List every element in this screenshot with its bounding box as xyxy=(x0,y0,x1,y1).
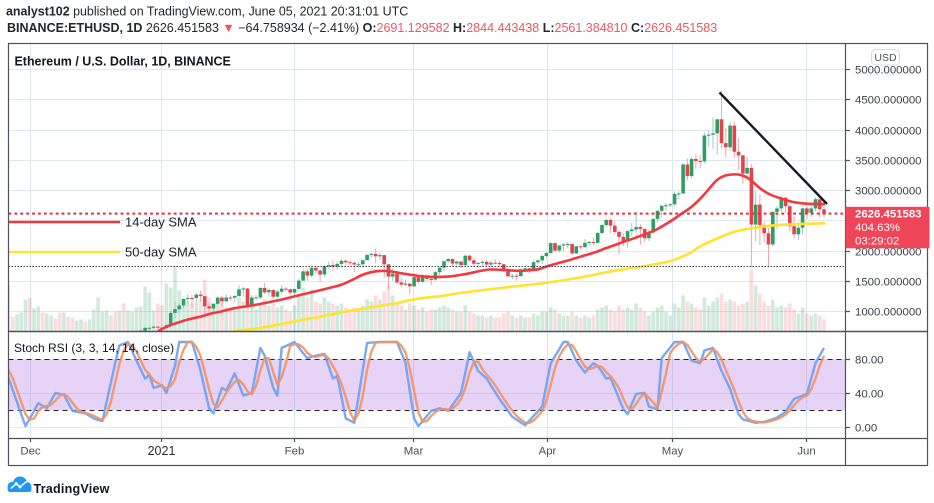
svg-text:Feb: Feb xyxy=(285,446,305,458)
svg-text:Jun: Jun xyxy=(797,446,815,458)
svg-text:TradingView: TradingView xyxy=(34,482,110,496)
svg-text:5000.000000: 5000.000000 xyxy=(855,65,922,77)
svg-text:Stoch RSI (3, 3, 14, 14, close: Stoch RSI (3, 3, 14, 14, close) xyxy=(14,341,174,355)
svg-text:404.63%: 404.63% xyxy=(855,222,900,234)
svg-text:2000.000000: 2000.000000 xyxy=(855,247,922,259)
svg-text:1500.000000: 1500.000000 xyxy=(855,277,922,289)
svg-text:2626.451583: 2626.451583 xyxy=(855,209,922,221)
svg-text:14-day SMA: 14-day SMA xyxy=(125,215,197,230)
svg-text:4000.000000: 4000.000000 xyxy=(855,126,922,138)
svg-text:Dec: Dec xyxy=(20,446,41,458)
svg-text:analyst102 published on Tradin: analyst102 published on TradingView.com,… xyxy=(6,5,408,19)
svg-text:USD: USD xyxy=(874,52,897,64)
svg-text:80.00: 80.00 xyxy=(855,355,884,367)
svg-text:03:29:02: 03:29:02 xyxy=(855,235,899,247)
svg-text:BINANCE:ETHUSD, 1D 2626.451583: BINANCE:ETHUSD, 1D 2626.451583 ▼ −64.758… xyxy=(7,21,717,35)
svg-text:2021: 2021 xyxy=(148,444,176,458)
svg-text:40.00: 40.00 xyxy=(855,389,884,401)
svg-text:4500.000000: 4500.000000 xyxy=(855,95,922,107)
svg-text:3000.000000: 3000.000000 xyxy=(855,186,922,198)
svg-text:3500.000000: 3500.000000 xyxy=(855,156,922,168)
svg-text:50-day SMA: 50-day SMA xyxy=(125,245,197,260)
svg-text:Mar: Mar xyxy=(404,446,424,458)
svg-text:Ethereum / U.S. Dollar, 1D, BI: Ethereum / U.S. Dollar, 1D, BINANCE xyxy=(15,55,231,69)
svg-text:0.00: 0.00 xyxy=(855,423,877,435)
svg-text:May: May xyxy=(662,446,684,458)
svg-text:1000.000000: 1000.000000 xyxy=(855,307,922,319)
svg-text:Apr: Apr xyxy=(539,446,557,458)
